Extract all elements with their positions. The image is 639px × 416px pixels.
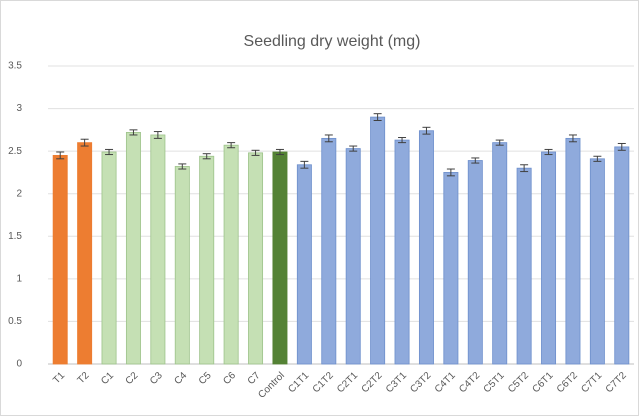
bar bbox=[394, 139, 410, 365]
bar bbox=[223, 144, 239, 365]
bar bbox=[565, 137, 581, 365]
bar bbox=[589, 158, 605, 365]
bar bbox=[418, 130, 434, 365]
bar bbox=[345, 148, 361, 365]
bar bbox=[248, 152, 264, 365]
y-tick-label: 2 bbox=[16, 188, 22, 199]
bar bbox=[614, 146, 630, 365]
bar bbox=[125, 132, 141, 365]
bar bbox=[52, 154, 68, 365]
y-tick-label: 2.5 bbox=[8, 146, 22, 157]
bar bbox=[321, 137, 337, 365]
y-tick-label: 3 bbox=[16, 103, 22, 114]
y-tick-label: 0.5 bbox=[8, 316, 22, 327]
y-tick-label: 1 bbox=[16, 273, 22, 284]
bar bbox=[467, 160, 483, 365]
bar bbox=[272, 151, 288, 365]
bar bbox=[296, 164, 312, 365]
bar bbox=[370, 116, 386, 365]
bar bbox=[150, 134, 166, 365]
bar bbox=[516, 167, 532, 365]
y-tick-label: 3.5 bbox=[8, 61, 22, 72]
bar bbox=[174, 166, 190, 365]
bar bbox=[77, 142, 93, 365]
y-tick-label: 1.5 bbox=[8, 231, 22, 242]
bar bbox=[199, 155, 215, 365]
bar bbox=[541, 151, 557, 365]
y-tick-label: 0 bbox=[16, 359, 22, 370]
bar bbox=[492, 142, 508, 365]
chart-title: Seedling dry weight (mg) bbox=[244, 33, 421, 50]
bar bbox=[443, 172, 459, 365]
bar bbox=[101, 151, 117, 365]
